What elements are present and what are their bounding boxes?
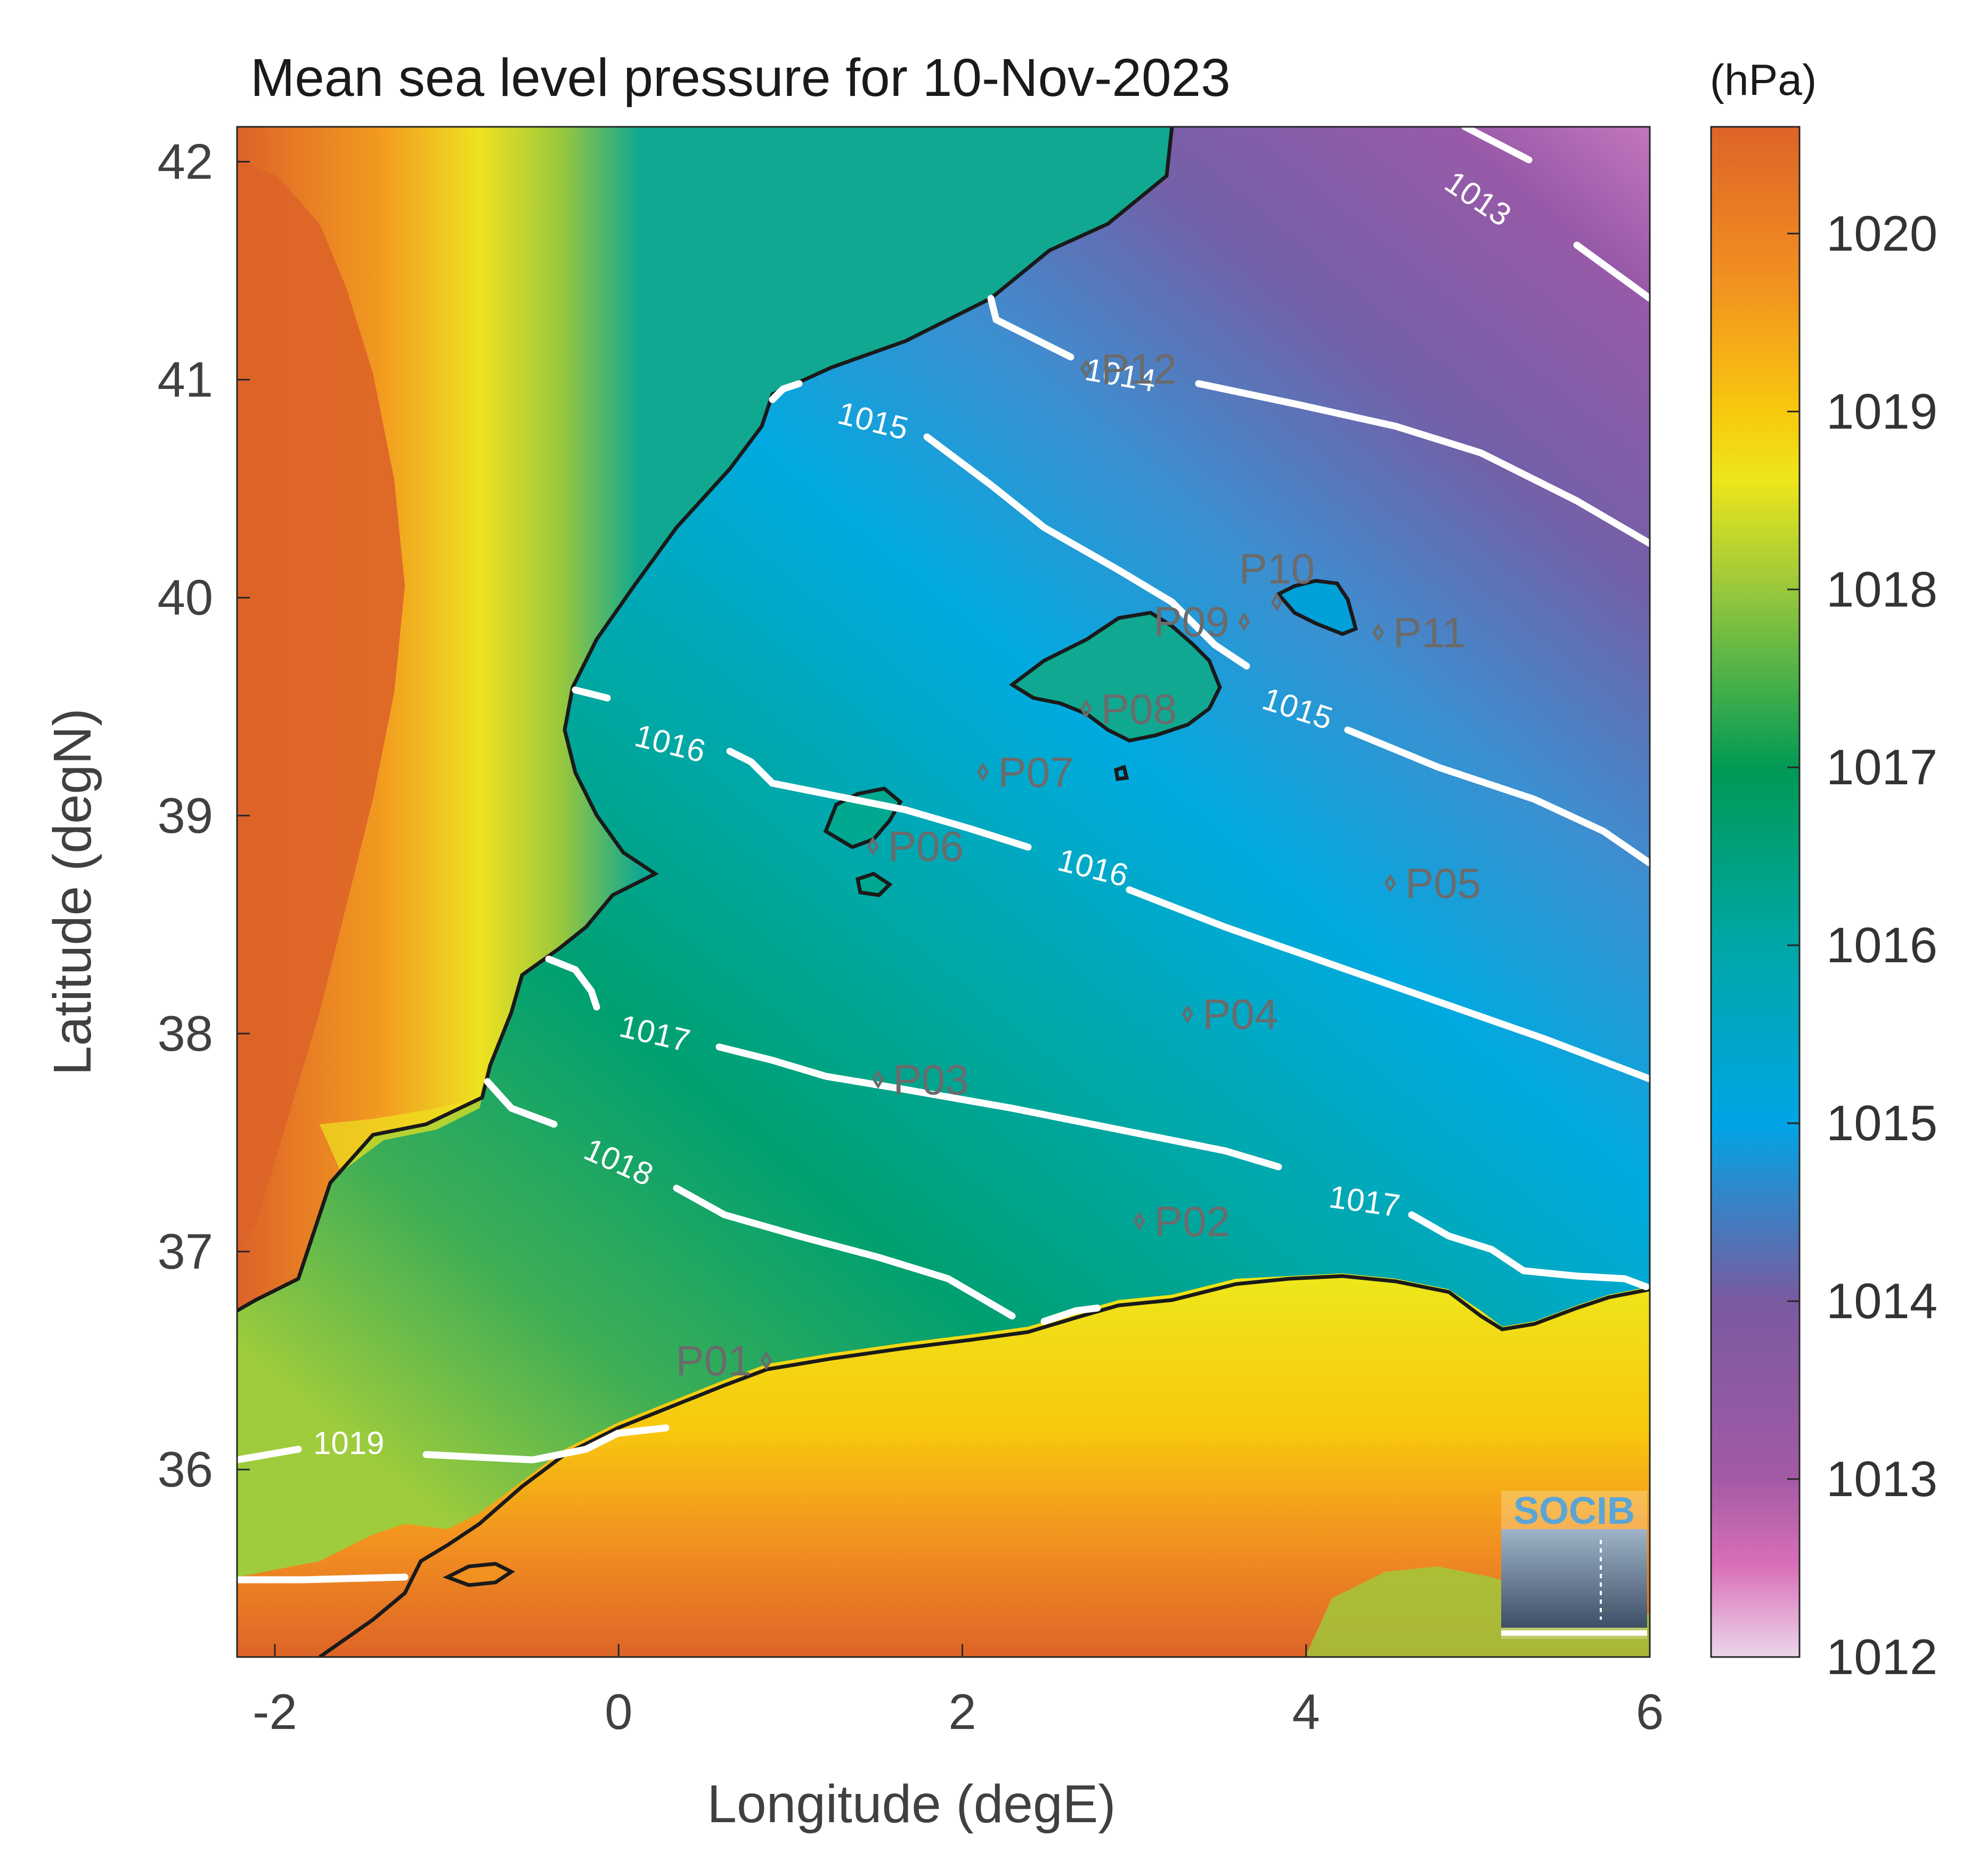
isobar-1015b [1168,598,1650,867]
station-marker [1384,873,1396,893]
colorbar-tick-label: 1017 [1826,739,1937,795]
station-label: P08 [1101,685,1177,733]
land-iberia [237,127,1172,1311]
island-mallorca [1012,613,1220,741]
station-marker [867,837,879,856]
isobar-1017a [545,955,1282,1171]
isobar-1013 [1461,127,1650,302]
station-p10: P10 [1239,545,1315,612]
station-label: P09 [1153,598,1229,646]
coast-alboran [443,1562,515,1587]
station-marker [1080,699,1092,719]
station-marker [1080,359,1092,378]
isobar-1019 [237,1424,670,1464]
station-p04: P04 [1182,990,1278,1038]
station-p07: P07 [977,749,1074,796]
isobar-1014 [987,295,1650,547]
coast-ibiza [823,786,903,849]
coast-iberia [237,127,1174,1313]
isobar-1016a [572,686,1032,851]
socib-logo-text: SOCIB [1513,1490,1635,1532]
station-label: P10 [1239,545,1315,592]
station-label: P04 [1202,990,1278,1038]
colorbar-tick-label: 1016 [1826,917,1937,973]
station-marker [872,1070,884,1089]
colorbar-tick-label: 1012 [1826,1629,1937,1685]
colorbar-gradient [1710,126,1801,1658]
station-label: P01 [675,1337,751,1385]
colorbar-tick-label: 1018 [1826,561,1937,617]
isobar-label: 1019 [313,1425,384,1461]
y-tick-label: 39 [157,787,213,843]
isobar-1018 [484,1078,1101,1325]
x-axis-label: Longitude (degE) [707,1774,1115,1834]
isobar-1016b [1126,886,1650,1083]
y-axis-label: Latitude (degN) [43,708,102,1075]
isobars [237,127,1650,1583]
station-p11: P11 [1372,609,1466,656]
colorbar-tick-label: 1020 [1826,205,1937,261]
station-marker [760,1351,772,1370]
station-p03: P03 [872,1056,969,1103]
colorbar-tick-label: 1014 [1826,1273,1937,1329]
colorbar-tick-label: 1019 [1826,383,1937,439]
plot-frame [236,126,1651,1658]
colorbar-tick-label: 1015 [1826,1095,1937,1151]
land-africa [237,1273,1650,1657]
station-label: P02 [1154,1198,1230,1245]
station-label: P05 [1405,860,1481,907]
station-p06: P06 [867,823,964,870]
socib-logo: SOCIB [1501,1490,1647,1639]
x-tick-label: 6 [1636,1684,1664,1740]
station-p01: P01 [675,1337,772,1385]
station-p09: P09 [1153,598,1250,646]
coast-cabrera [1114,765,1129,781]
coastline [237,127,1650,1657]
station-label: P12 [1101,345,1177,393]
station-label: P11 [1393,609,1465,656]
coast-mallorca [1008,611,1222,743]
station-p05: P05 [1384,860,1481,907]
y-tick-label: 37 [157,1223,213,1279]
coast-menorca [1275,579,1358,636]
land-iberia-interior [237,160,405,1252]
island-menorca [1278,581,1356,634]
chart-title: Mean sea level pressure for 10-Nov-2023 [250,48,1231,108]
y-tick-label: 42 [157,133,213,189]
coast-formentera [855,872,893,897]
station-p12: P12 [1080,345,1177,393]
x-tick-label: -2 [253,1684,297,1740]
station-p08: P08 [1080,685,1177,733]
axis-ticks: -2 0 2 4 6 36 37 38 39 40 41 42 [157,133,1664,1740]
coast-africa [318,1274,1650,1657]
y-tick-label: 40 [157,570,213,626]
colorbar-tick-label: 1013 [1826,1451,1937,1507]
colorbar-ticks: 1012 1013 1014 1015 1016 1017 1018 1019 1020 [1787,205,1937,1685]
colorbar: (hPa) 1012101310141015101610171018101910… [1710,56,1937,1685]
y-tick-label: 41 [157,352,213,408]
station-label: P06 [888,823,964,870]
station-label: P03 [893,1056,968,1103]
x-tick-label: 2 [948,1684,976,1740]
isobar-1015a [769,380,1176,606]
x-tick-label: 4 [1292,1684,1320,1740]
colorbar-unit: (hPa) [1710,56,1817,104]
isobar-1020 [237,1573,409,1583]
y-tick-label: 38 [157,1005,213,1061]
isobar-1017b [1408,1211,1650,1290]
station-marker [1182,1004,1194,1024]
station-marker [977,762,989,782]
station-label: P07 [998,749,1073,796]
station-marker [1238,612,1250,631]
station-marker [1271,592,1283,612]
station-marker [1133,1211,1145,1231]
y-tick-label: 36 [157,1441,213,1497]
station-p02: P02 [1133,1198,1230,1245]
pressure-field [237,127,1650,1657]
x-tick-label: 0 [605,1684,632,1740]
station-marker [1372,623,1385,642]
